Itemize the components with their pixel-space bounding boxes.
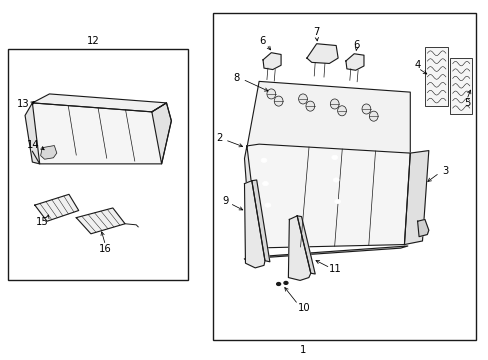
Polygon shape: [32, 94, 166, 112]
Ellipse shape: [337, 106, 346, 116]
Bar: [424, 47, 447, 107]
Circle shape: [276, 283, 280, 285]
Text: 4: 4: [414, 59, 420, 69]
Circle shape: [281, 279, 290, 287]
Text: 8: 8: [233, 73, 239, 83]
Circle shape: [137, 226, 147, 234]
Text: 9: 9: [223, 196, 229, 206]
Bar: [212, 13, 475, 339]
Polygon shape: [417, 220, 428, 237]
Text: 11: 11: [328, 264, 342, 274]
Text: 2: 2: [216, 133, 222, 143]
Circle shape: [264, 203, 270, 207]
Ellipse shape: [368, 111, 377, 121]
Text: 12: 12: [87, 36, 100, 46]
Text: 5: 5: [464, 98, 470, 108]
Polygon shape: [345, 54, 363, 70]
Circle shape: [332, 178, 338, 182]
Polygon shape: [251, 180, 269, 262]
Polygon shape: [32, 103, 171, 164]
Ellipse shape: [266, 89, 275, 99]
Polygon shape: [152, 103, 171, 164]
Circle shape: [334, 199, 340, 204]
Polygon shape: [244, 181, 264, 268]
Circle shape: [262, 181, 268, 186]
Text: 10: 10: [297, 303, 310, 313]
Bar: [449, 58, 471, 114]
Polygon shape: [244, 246, 407, 259]
Ellipse shape: [330, 99, 338, 109]
Text: 13: 13: [17, 99, 29, 109]
Polygon shape: [246, 144, 409, 248]
Circle shape: [273, 280, 283, 288]
Text: 7: 7: [313, 27, 319, 37]
Circle shape: [261, 158, 266, 162]
Polygon shape: [25, 103, 40, 164]
Circle shape: [284, 282, 287, 284]
Ellipse shape: [361, 104, 370, 114]
Text: 3: 3: [441, 166, 447, 176]
Circle shape: [331, 155, 337, 159]
Polygon shape: [404, 150, 428, 244]
Polygon shape: [288, 216, 310, 280]
Polygon shape: [244, 146, 259, 257]
Text: 16: 16: [99, 244, 112, 254]
Polygon shape: [41, 145, 57, 159]
Polygon shape: [35, 194, 79, 221]
Text: 6: 6: [258, 36, 264, 46]
Bar: [8, 49, 188, 280]
Text: 1: 1: [299, 345, 305, 355]
Ellipse shape: [305, 101, 314, 111]
Ellipse shape: [298, 94, 307, 104]
Text: 15: 15: [36, 217, 49, 227]
Polygon shape: [263, 53, 281, 69]
Polygon shape: [306, 44, 337, 63]
Polygon shape: [246, 81, 409, 160]
Polygon shape: [297, 216, 315, 274]
Text: 6: 6: [353, 40, 359, 50]
Ellipse shape: [274, 96, 283, 106]
Text: 14: 14: [27, 140, 40, 150]
Polygon shape: [76, 208, 125, 234]
